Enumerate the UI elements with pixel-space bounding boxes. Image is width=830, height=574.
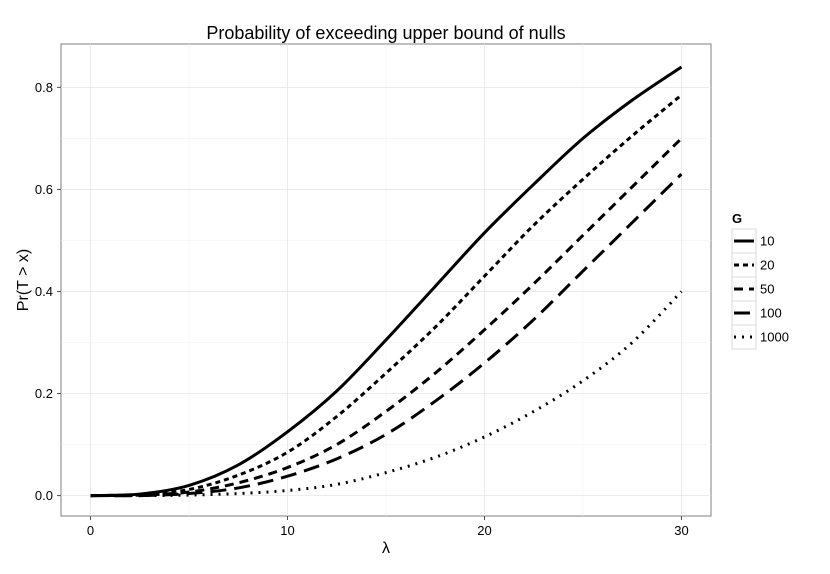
series-line-g1000 <box>90 290 683 498</box>
x-tick-label: 0 <box>87 523 94 538</box>
y-tick-label: 0.2 <box>35 386 53 401</box>
legend-label-g1000: 1000 <box>760 330 789 345</box>
y-axis-label: Pr(T > x) <box>15 249 32 311</box>
legend-label-g20: 20 <box>760 258 774 273</box>
legend: G 10 20 50 100 1000 <box>731 211 789 350</box>
x-axis-ticks: 0 10 20 30 <box>87 516 689 538</box>
y-axis-ticks: 0.0 0.2 0.4 0.6 0.8 <box>35 80 61 503</box>
legend-label-g10: 10 <box>760 234 774 249</box>
y-tick-label: 0.0 <box>35 488 53 503</box>
minor-gridlines <box>61 44 711 516</box>
legend-items: 10 20 50 100 1000 <box>731 228 789 350</box>
series-line-g100 <box>90 173 683 498</box>
x-tick-label: 10 <box>280 523 294 538</box>
x-axis-label: λ <box>382 540 390 557</box>
series-line-g50 <box>90 137 683 498</box>
series-line-g10 <box>90 65 683 498</box>
major-gridlines <box>61 44 711 516</box>
x-tick-label: 30 <box>674 523 688 538</box>
chart-title: Probability of exceeding upper bound of … <box>206 23 565 43</box>
legend-label-g100: 100 <box>760 306 782 321</box>
legend-title: G <box>732 211 742 226</box>
y-tick-label: 0.6 <box>35 182 53 197</box>
series-layer <box>90 65 683 498</box>
y-tick-label: 0.8 <box>35 80 53 95</box>
legend-label-g50: 50 <box>760 282 774 297</box>
series-line-g20 <box>90 93 683 498</box>
y-tick-label: 0.4 <box>35 284 53 299</box>
x-tick-label: 20 <box>477 523 491 538</box>
